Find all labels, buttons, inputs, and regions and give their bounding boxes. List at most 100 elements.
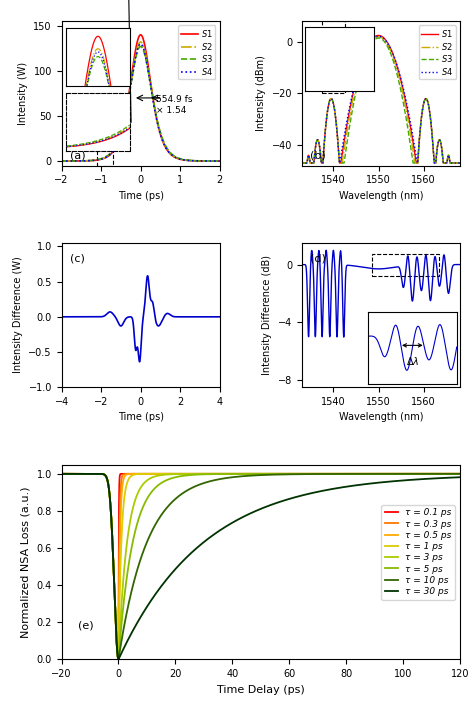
τ = 0.1 ps: [116, 655, 121, 664]
$S4$: [299, 159, 305, 167]
τ = 1 ps: [457, 469, 463, 478]
$S2$: [457, 159, 463, 167]
τ = 0.5 ps: [82, 469, 88, 478]
τ = 0.3 ps: [116, 655, 121, 664]
τ = 3 ps: [137, 485, 143, 493]
τ = 1 ps: [116, 655, 121, 664]
$S3$: [177, 155, 182, 163]
$S3$: [376, 34, 382, 43]
$S1$: [88, 157, 93, 165]
Y-axis label: Intensity Difference (W): Intensity Difference (W): [13, 257, 23, 374]
Legend: $S1$, $S2$, $S3$, $S4$: $S1$, $S2$, $S3$, $S4$: [419, 26, 456, 79]
$S2$: [88, 157, 93, 165]
$S4$: [402, 89, 408, 98]
Line: τ = 0.1 ps: τ = 0.1 ps: [62, 474, 460, 659]
τ = 0.1 ps: [75, 469, 81, 478]
$S2$: [59, 157, 64, 165]
τ = 0.5 ps: [137, 469, 143, 478]
$S3$: [88, 156, 93, 164]
Line: $S3$: $S3$: [62, 47, 219, 161]
$S4$: [328, 95, 333, 104]
τ = 10 ps: [137, 557, 143, 566]
τ = 0.1 ps: [59, 469, 64, 478]
$S2$: [217, 157, 222, 165]
τ = 0.3 ps: [61, 469, 66, 478]
$S2$: [359, 58, 365, 67]
$S1$: [417, 131, 422, 140]
Y-axis label: Intensity (W): Intensity (W): [18, 62, 28, 125]
$S2$: [162, 140, 167, 149]
Line: τ = 30 ps: τ = 30 ps: [62, 474, 460, 659]
$S1$: [394, 60, 400, 69]
$S2$: [154, 113, 159, 121]
$S4$: [154, 114, 159, 123]
τ = 0.1 ps: [82, 469, 88, 478]
τ = 3 ps: [116, 655, 121, 664]
$S4$: [457, 159, 463, 167]
$S4$: [359, 55, 365, 63]
$S3$: [189, 156, 194, 164]
$S4$: [376, 32, 382, 40]
$S3$: [429, 126, 435, 135]
$S2$: [376, 33, 382, 41]
Line: τ = 0.3 ps: τ = 0.3 ps: [62, 474, 460, 659]
$S2$: [402, 97, 408, 106]
Text: 554.9 fs
× 1.54: 554.9 fs × 1.54: [156, 95, 193, 115]
$S1$: [359, 55, 365, 64]
Y-axis label: Normalized NSA Loss (a.u.): Normalized NSA Loss (a.u.): [21, 486, 31, 637]
τ = 10 ps: [61, 469, 66, 478]
Text: (a): (a): [70, 150, 85, 160]
$S4$: [417, 131, 422, 140]
$S1$: [162, 141, 167, 150]
Bar: [322, 21, 345, 94]
$S3$: [162, 139, 167, 147]
$S2$: [177, 155, 182, 163]
τ = 0.5 ps: [61, 469, 66, 478]
τ = 0.5 ps: [59, 469, 64, 478]
τ = 30 ps: [116, 655, 121, 664]
τ = 1 ps: [137, 469, 143, 478]
$S1$: [217, 157, 222, 165]
τ = 10 ps: [457, 469, 463, 478]
τ = 10 ps: [59, 469, 64, 478]
$S2$: [299, 159, 305, 167]
τ = 5 ps: [137, 511, 143, 520]
$S2$: [119, 125, 125, 134]
$S3$: [328, 95, 333, 104]
τ = 0.1 ps: [254, 469, 259, 478]
Legend: $S1$, $S2$, $S3$, $S4$: $S1$, $S2$, $S3$, $S4$: [178, 26, 216, 79]
τ = 5 ps: [116, 655, 121, 664]
$S4$: [119, 126, 125, 135]
$S1$: [402, 92, 408, 101]
τ = 5 ps: [75, 469, 81, 478]
τ = 3 ps: [436, 469, 442, 478]
$S3$: [154, 113, 159, 121]
$S3$: [299, 159, 305, 167]
τ = 1 ps: [61, 469, 66, 478]
$S2$: [189, 157, 194, 165]
τ = 30 ps: [137, 614, 143, 623]
Line: $S2$: $S2$: [302, 37, 460, 163]
$S2$: [138, 38, 144, 46]
Text: (c): (c): [70, 253, 84, 263]
τ = 3 ps: [61, 469, 66, 478]
τ = 5 ps: [82, 469, 88, 478]
τ = 0.3 ps: [82, 469, 88, 478]
$S4$: [138, 40, 144, 48]
Line: $S3$: $S3$: [302, 38, 460, 163]
$S1$: [457, 159, 463, 167]
$S1$: [154, 113, 159, 122]
τ = 30 ps: [61, 469, 66, 478]
$S4$: [162, 140, 167, 149]
$S3$: [417, 131, 422, 140]
$S4$: [88, 157, 93, 165]
τ = 10 ps: [254, 471, 259, 479]
$S1$: [59, 157, 64, 165]
$S3$: [402, 105, 408, 113]
τ = 1 ps: [82, 469, 88, 478]
τ = 30 ps: [59, 469, 64, 478]
$S4$: [189, 157, 194, 165]
τ = 3 ps: [457, 469, 463, 478]
τ = 0.3 ps: [75, 469, 81, 478]
Line: τ = 1 ps: τ = 1 ps: [62, 474, 460, 659]
